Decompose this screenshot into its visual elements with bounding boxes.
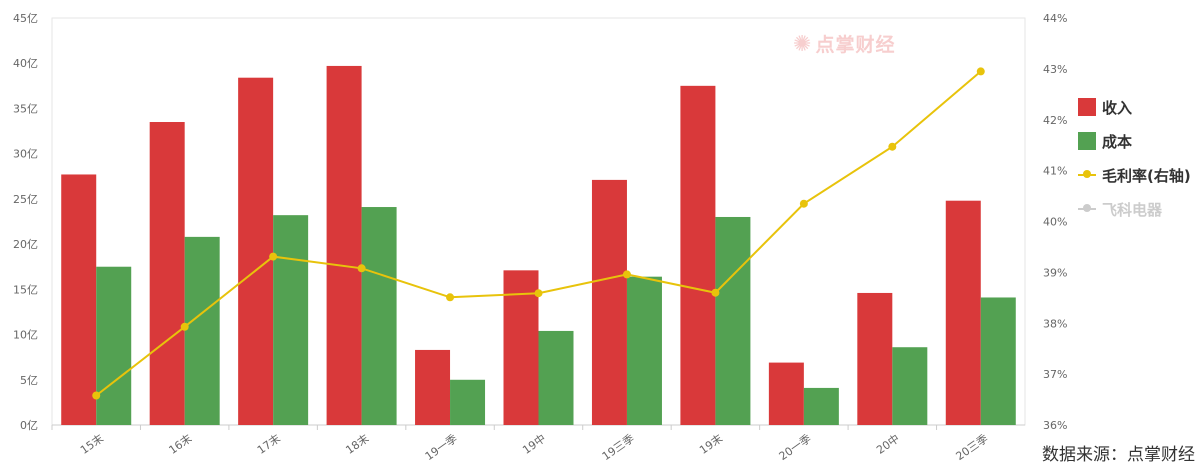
bar-cost — [715, 216, 751, 425]
x-tick-label: 19三季 — [600, 432, 637, 463]
x-tick-label: 19末 — [697, 431, 726, 457]
gross-margin-swatch — [1078, 166, 1096, 184]
bar-cost — [980, 297, 1016, 425]
bar-cost — [626, 276, 662, 425]
bar-revenue — [591, 179, 627, 425]
gross-margin-point — [534, 289, 543, 298]
x-tick-label: 19一季 — [423, 432, 460, 463]
right-axis-ticks: 36% 37% 38% 39% 40% 41% 42% 43% 44% — [1043, 12, 1067, 432]
watermark-text: 点掌财经 — [815, 34, 896, 56]
legend-item-gross-margin[interactable]: 毛利率(右轴) — [1078, 158, 1191, 192]
revenue-swatch — [1078, 98, 1096, 116]
bar-cost — [538, 330, 574, 425]
flyco-swatch — [1078, 200, 1096, 218]
gross-margin-point — [711, 288, 720, 297]
left-tick-label: 45亿 — [13, 12, 38, 25]
x-tick-label: 20一季 — [777, 432, 814, 463]
left-tick-label: 5亿 — [20, 374, 38, 387]
cost-swatch — [1078, 132, 1096, 150]
gross-margin-point — [976, 67, 985, 76]
bar-cost — [892, 347, 928, 425]
legend-label: 成本 — [1102, 132, 1133, 151]
bar-revenue — [149, 122, 185, 425]
bar-cost — [361, 207, 397, 425]
margin-line — [92, 67, 985, 400]
legend-label: 收入 — [1102, 98, 1133, 117]
left-tick-label: 35亿 — [13, 102, 38, 115]
legend-item-revenue[interactable]: 收入 — [1078, 90, 1191, 124]
x-tick-label: 20三季 — [954, 432, 991, 463]
x-tick-label: 18末 — [343, 431, 372, 457]
x-tick-label: 20中 — [874, 432, 902, 457]
gross-margin-point — [888, 142, 897, 151]
gross-margin-point — [357, 264, 366, 273]
bar-cost — [273, 215, 309, 425]
data-source: 数据来源：点掌财经 — [1042, 445, 1195, 465]
right-tick-label: 44% — [1043, 12, 1067, 25]
x-tick-label: 15末 — [77, 431, 106, 457]
right-tick-label: 38% — [1043, 317, 1067, 330]
x-tick-label: 19中 — [520, 432, 548, 457]
right-tick-label: 39% — [1043, 266, 1067, 279]
legend-label: 飞科电器 — [1102, 200, 1163, 219]
bar-revenue — [945, 200, 981, 425]
fireworks-logo-icon: ✺ — [793, 32, 813, 57]
gross-margin-point — [446, 293, 455, 302]
right-tick-label: 36% — [1043, 419, 1067, 432]
left-tick-label: 40亿 — [13, 57, 38, 70]
right-tick-label: 41% — [1043, 165, 1067, 178]
x-tick-label: 17末 — [254, 431, 283, 457]
bar-cost — [184, 236, 220, 425]
gross-margin-point — [180, 322, 189, 331]
x-tick-label: 16末 — [166, 431, 195, 457]
bar-revenue — [415, 349, 451, 425]
bar-cost — [450, 379, 486, 425]
legend: 收入 成本 毛利率(右轴) 飞科电器 — [1078, 90, 1191, 226]
bar-revenue — [238, 77, 274, 426]
bar-cost — [803, 387, 839, 425]
bar-revenue — [503, 270, 539, 425]
bar-cost — [96, 266, 132, 425]
legend-item-cost[interactable]: 成本 — [1078, 124, 1191, 158]
bar-revenue — [326, 65, 362, 426]
right-tick-label: 43% — [1043, 63, 1067, 76]
right-tick-label: 37% — [1043, 368, 1067, 381]
bar-revenue — [61, 174, 97, 425]
left-tick-label: 30亿 — [13, 148, 38, 161]
gross-margin-point — [799, 199, 808, 208]
left-tick-label: 20亿 — [13, 238, 38, 251]
left-tick-label: 10亿 — [13, 329, 38, 342]
bar-revenue — [768, 362, 804, 425]
left-tick-label: 25亿 — [13, 193, 38, 206]
left-tick-label: 0亿 — [20, 419, 38, 432]
right-tick-label: 42% — [1043, 114, 1067, 127]
bars — [51, 65, 1016, 430]
gross-margin-point — [92, 391, 101, 400]
gross-margin-point — [269, 252, 278, 261]
watermark: ✺ 点掌财经 — [793, 30, 895, 57]
legend-item-flyco[interactable]: 飞科电器 — [1078, 192, 1191, 226]
x-axis-labels: 15末 16末 17末 18末 19一季 19中 19三季 19末 20一季 20中 20三季 — [77, 431, 990, 463]
bar-revenue — [857, 292, 893, 425]
bar-revenue — [680, 85, 716, 425]
left-axis-ticks: 0亿 5亿 10亿 15亿 20亿 25亿 30亿 35亿 40亿 45亿 — [13, 12, 38, 432]
legend-label: 毛利率(右轴) — [1102, 166, 1191, 185]
left-tick-label: 15亿 — [13, 283, 38, 296]
gross-margin-point — [622, 270, 631, 279]
right-tick-label: 40% — [1043, 216, 1067, 229]
